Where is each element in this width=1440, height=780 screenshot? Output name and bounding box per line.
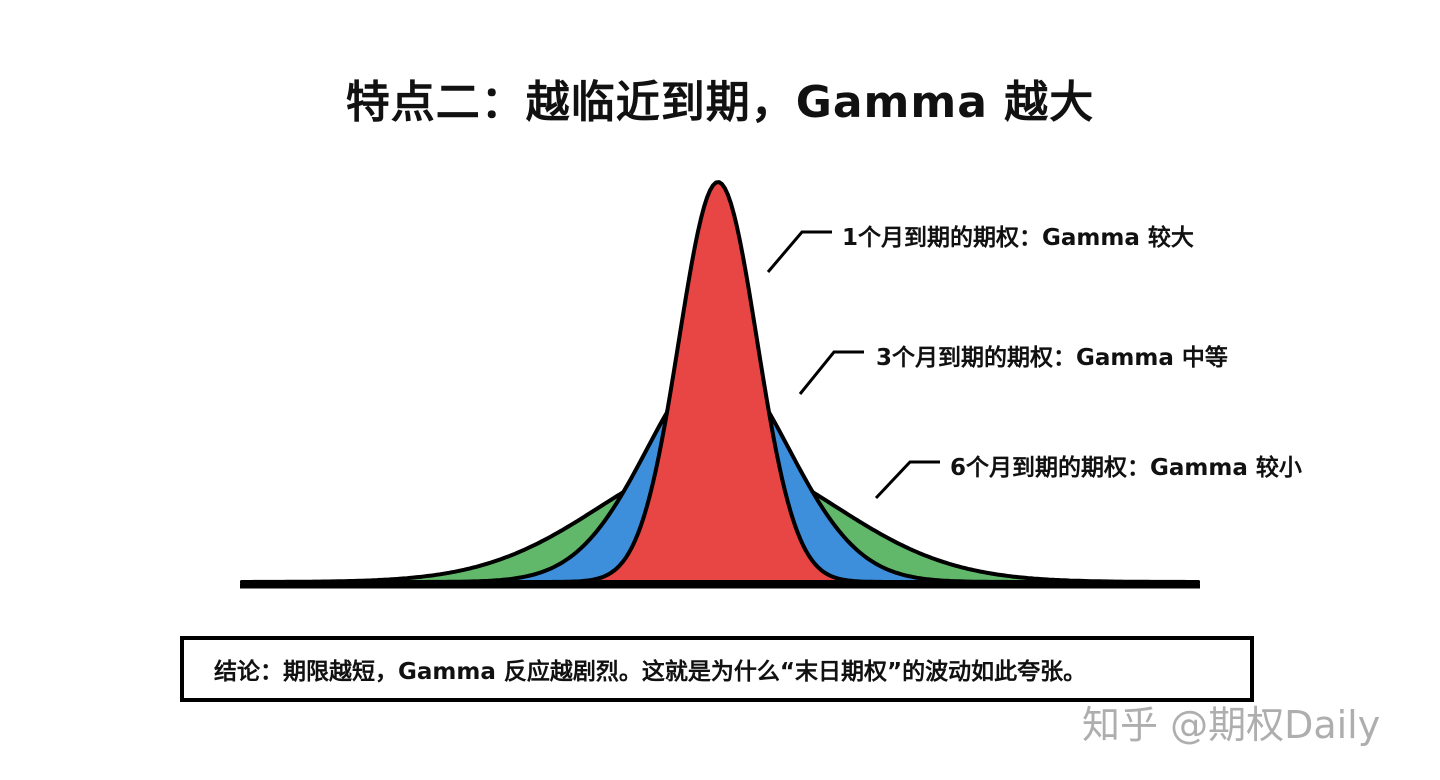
page-title: 特点二：越临近到期，Gamma 越大 (345, 77, 1095, 128)
leader-line-6m (874, 460, 940, 500)
label-3-month: 3个月到期的期权：Gamma 中等 (876, 345, 1228, 371)
leader-line-3m (798, 350, 864, 395)
label-1-month: 1个月到期的期权：Gamma 较大 (842, 225, 1194, 251)
watermark: 知乎 @期权Daily (1082, 703, 1381, 747)
label-6-month: 6个月到期的期权：Gamma 较小 (950, 455, 1302, 481)
conclusion-box: 结论：期限越短，Gamma 反应越剧烈。这就是为什么“末日期权”的波动如此夸张。 (180, 636, 1254, 702)
leader-line-1m (766, 230, 832, 273)
conclusion-text: 结论：期限越短，Gamma 反应越剧烈。这就是为什么“末日期权”的波动如此夸张。 (214, 659, 1087, 685)
curve-1-month (240, 180, 1200, 584)
